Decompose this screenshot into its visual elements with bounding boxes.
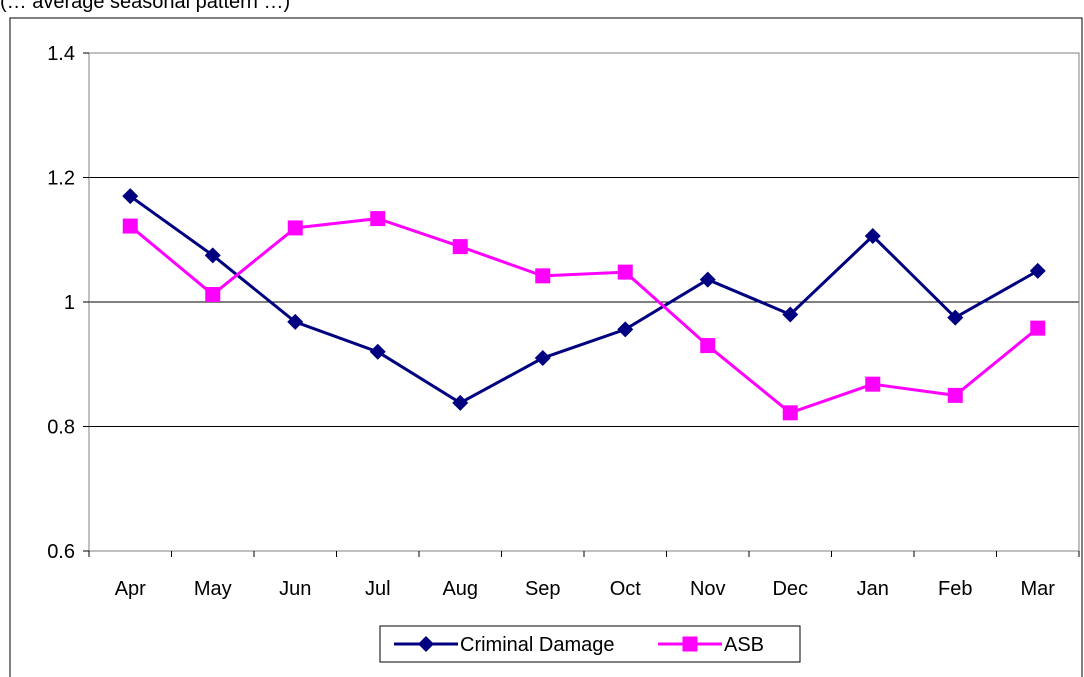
x-tick-label: Aug xyxy=(442,578,478,600)
data-point xyxy=(864,228,881,245)
x-tick-label: Apr xyxy=(115,578,146,600)
gridlines xyxy=(89,177,1079,427)
x-tick-label: Oct xyxy=(610,578,642,600)
data-point xyxy=(205,287,221,303)
data-point xyxy=(700,338,716,354)
data-point xyxy=(1029,262,1046,279)
data-point xyxy=(122,218,138,234)
y-tick-label: 0.6 xyxy=(47,541,75,563)
x-tick-label: Jan xyxy=(857,578,889,600)
legend-label: Criminal Damage xyxy=(460,634,615,656)
data-point xyxy=(287,220,303,236)
chart-note: (… average seasonal pattern …) xyxy=(0,0,291,13)
x-tick-label: Sep xyxy=(525,578,561,600)
data-point xyxy=(947,309,964,326)
data-point xyxy=(452,394,469,411)
data-point xyxy=(699,271,716,288)
x-tick-label: Jul xyxy=(365,578,391,600)
data-point xyxy=(452,239,468,255)
legend: Criminal Damage ASB xyxy=(379,625,801,663)
series-line xyxy=(129,217,1039,415)
data-point xyxy=(947,387,963,403)
data-point xyxy=(865,376,881,392)
data-point xyxy=(204,247,221,264)
x-tick-label: Feb xyxy=(938,578,972,600)
data-point xyxy=(122,188,139,205)
series-layer xyxy=(122,188,1046,421)
data-point xyxy=(369,343,386,360)
data-point xyxy=(617,321,634,338)
data-point xyxy=(534,350,551,367)
data-point xyxy=(535,268,551,284)
y-tick-label: 0.8 xyxy=(47,417,75,439)
chart-area-border xyxy=(9,17,1083,677)
legend-label: ASB xyxy=(724,634,764,656)
data-point xyxy=(782,405,798,421)
data-point xyxy=(370,211,386,227)
y-tick-label: 1.2 xyxy=(47,168,75,190)
x-tick-label: Mar xyxy=(1021,578,1056,600)
data-point xyxy=(782,306,799,323)
series-line xyxy=(129,194,1039,405)
x-axis: Apr May Jun Jul Aug Sep Oct Nov Dec Jan Feb Mar xyxy=(88,551,1080,600)
x-tick-label: Jun xyxy=(279,578,311,600)
data-point xyxy=(287,313,304,330)
x-tick-label: Nov xyxy=(690,578,726,600)
y-tick-label: 1.4 xyxy=(47,43,75,65)
series-1 xyxy=(122,211,1046,421)
legend-swatch-marker xyxy=(418,636,434,652)
x-tick-label: May xyxy=(194,578,232,600)
y-tick-label: 1 xyxy=(64,292,75,314)
y-axis: 0.6 0.8 1 1.2 1.4 xyxy=(47,43,89,563)
data-point xyxy=(617,264,633,280)
data-point xyxy=(1030,320,1046,336)
x-tick-label: Dec xyxy=(772,578,808,600)
series-0 xyxy=(122,188,1046,411)
legend-swatch-marker xyxy=(682,636,698,652)
